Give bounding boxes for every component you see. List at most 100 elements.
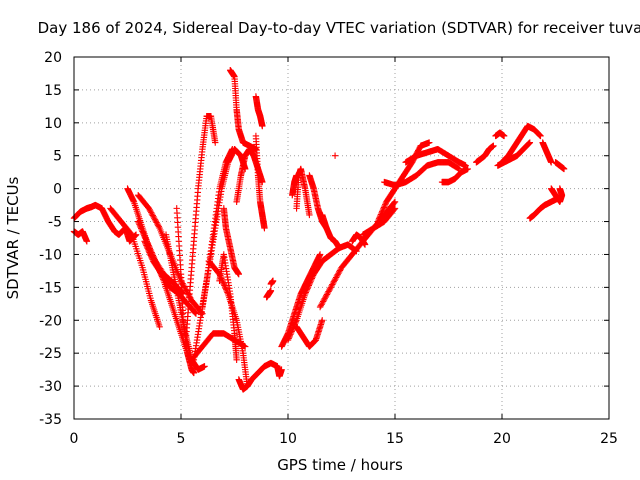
data-point [316,251,324,258]
data-point [212,139,219,146]
data-point [379,207,386,214]
data-point [154,263,161,270]
data-point [158,271,165,279]
data-point [157,270,165,277]
series-arc-36 [349,231,369,248]
y-tick-label: -30 [39,379,62,395]
data-point [191,309,198,316]
data-point [289,326,296,334]
data-point [285,335,292,342]
data-point [306,211,313,219]
data-point [301,290,309,298]
y-tick-label: -15 [39,280,62,296]
data-point [374,218,382,225]
data-point [135,219,143,227]
data-point [560,165,568,173]
data-point [320,296,328,304]
y-tick-label: 20 [44,50,62,66]
series-arc-27 [284,244,343,344]
data-point [278,366,285,373]
data-point [142,235,149,242]
data-point [375,216,382,224]
data-point [316,303,324,311]
data-point [151,216,159,223]
y-axis-label: SDTVAR / TECUs [4,176,22,299]
data-point [284,336,292,344]
y-tick-label: 10 [44,116,62,132]
data-point [286,332,294,339]
series-arc-35 [331,152,339,159]
data-point [526,139,534,146]
x-tick-label: 5 [177,431,186,447]
data-point [156,323,163,331]
series-arc-08 [135,218,193,363]
data-point [323,291,331,298]
series-arc-17 [220,205,242,278]
series-arc-47 [552,159,568,173]
data-point [138,225,145,232]
data-point [391,206,398,213]
data-point [136,222,144,229]
data-point [192,309,199,317]
series-arc-23 [263,287,275,301]
data-point [141,233,149,241]
data-point [235,271,242,278]
data-point [304,285,311,292]
data-point [242,343,249,350]
data-point [233,356,240,363]
data-point [190,369,198,377]
data-point [336,267,344,274]
data-point [158,273,166,280]
data-point [426,139,433,146]
data-point [152,257,159,265]
series-arc-34 [336,241,360,255]
data-point [361,241,369,248]
data-point [391,199,398,206]
data-point [150,255,158,262]
data-point [259,178,266,186]
y-tick-label: -5 [48,215,62,231]
data-point [149,250,156,258]
data-point [308,276,315,284]
data-point [146,206,153,213]
data-point [153,260,160,268]
data-point [148,210,156,218]
series-arc-04 [107,205,163,331]
data-point [330,278,338,285]
data-points [70,66,568,393]
data-point [127,230,135,237]
series-arc-21 [252,93,266,130]
series-arc-18 [227,66,260,153]
data-point [153,219,160,226]
data-point [331,152,339,159]
data-point [319,317,326,324]
data-point [325,288,332,295]
x-tick-label: 10 [279,431,297,447]
series-arc-43 [492,129,508,140]
data-point [307,278,314,285]
data-point [332,275,339,283]
data-point [261,224,268,232]
data-point [377,212,384,220]
data-point [144,239,151,246]
data-point [136,221,143,228]
data-point [308,275,316,282]
data-point [378,208,386,215]
y-tick-label: 5 [53,149,62,165]
series-arc-16 [216,251,240,363]
data-point [145,205,153,212]
data-point [288,328,295,335]
data-point [137,223,144,231]
chart-title: Day 186 of 2024, Sidereal Day-to-day VTE… [38,19,640,37]
series-arc-11 [182,113,219,350]
series-arc-29 [293,165,313,219]
series-arc-46 [539,139,555,166]
plot-frame [73,56,610,420]
y-tick-label: 0 [53,182,62,198]
data-point [293,172,300,179]
data-point [292,319,299,327]
data-point [152,259,160,266]
data-point [286,333,293,341]
data-point [304,283,312,291]
series-arc-30 [289,172,300,199]
